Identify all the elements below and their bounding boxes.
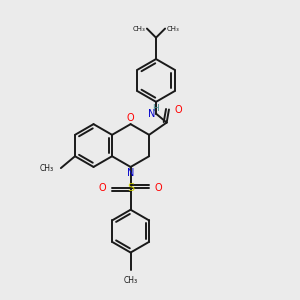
Text: CH₃: CH₃ — [167, 26, 180, 32]
Text: H: H — [152, 104, 159, 113]
Text: O: O — [155, 183, 162, 193]
Text: CH₃: CH₃ — [124, 276, 138, 285]
Text: O: O — [127, 113, 134, 124]
Text: N: N — [148, 109, 155, 118]
Text: O: O — [175, 104, 182, 115]
Text: O: O — [99, 183, 106, 193]
Text: S: S — [127, 183, 134, 193]
Text: CH₃: CH₃ — [132, 26, 145, 32]
Text: CH₃: CH₃ — [40, 164, 54, 172]
Text: N: N — [127, 168, 134, 178]
